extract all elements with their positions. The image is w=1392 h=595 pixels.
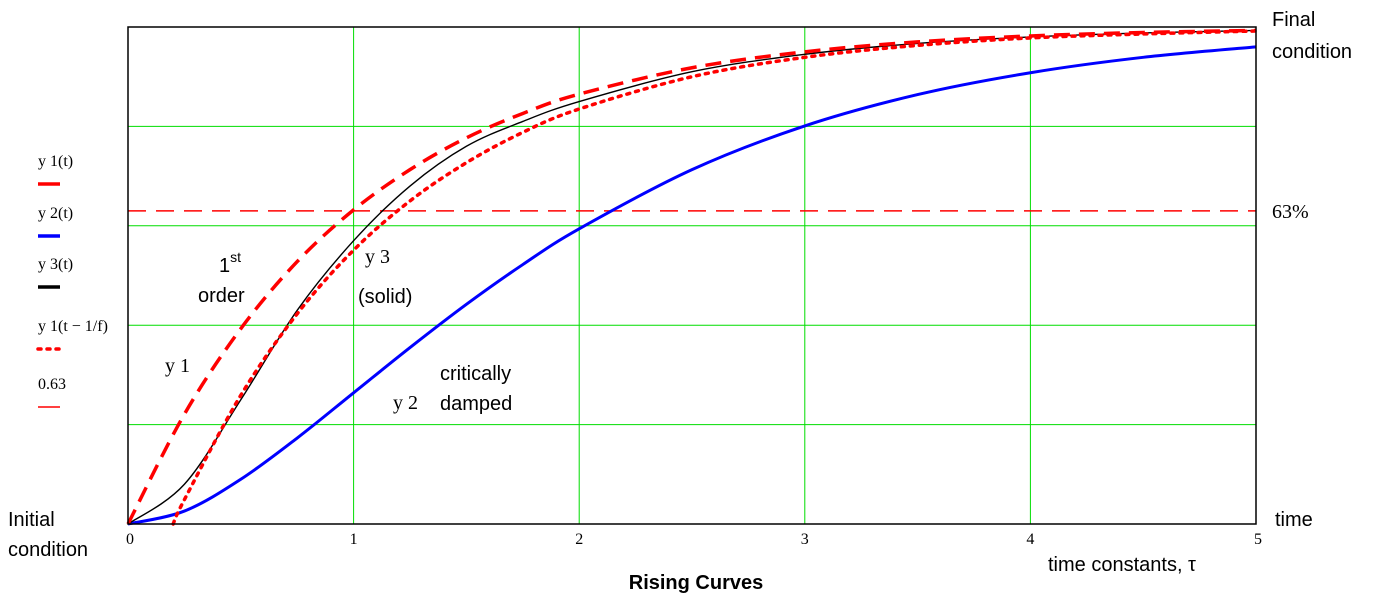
series-layer [126,28,1258,526]
x-tick-label: 2 [575,531,583,548]
x-tick-label: 0 [126,531,134,548]
annotation-first-order-number: 1st [219,249,241,277]
legend-label: y 3(t) [38,256,73,273]
legend-label: y 1(t) [38,153,73,170]
annotation-y2: y 2 [393,392,418,414]
legend-label: y 2(t) [38,205,73,222]
x-axis-label: time constants, τ [1048,554,1196,576]
series-line-2 [127,45,1257,526]
final-condition-label-1: Final [1272,9,1315,31]
chart-title: Rising Curves [629,572,763,594]
annotation-y3-note: (solid) [358,286,412,308]
series-line-3 [127,29,1257,525]
x-tick-labels: 0 1 2 3 4 5 [126,531,1262,548]
reference-63-label: 63% [1272,201,1309,223]
x-tick-label: 4 [1026,531,1034,548]
initial-condition-label-2: condition [8,539,88,561]
legend-label: y 1(t − 1/f) [38,318,108,335]
annotation-y1: y 1 [165,355,190,377]
x-tick-label: 3 [801,531,809,548]
annotation-y2-note-2: damped [440,393,512,415]
x-tick-label: 1 [350,531,358,548]
grid-lines [128,27,1256,524]
annotation-y2-note-1: critically [440,363,511,385]
legend: y 1(t) y 2(t) y 3(t) y 1(t − 1/f) 0.63 [36,153,108,408]
x-tick-label: 5 [1254,531,1262,548]
legend-label: 0.63 [38,376,66,393]
time-label: time [1275,509,1313,531]
series-line-4 [171,29,1258,526]
initial-condition-label-1: Initial [8,509,55,531]
plot-frame [127,26,1257,525]
annotation-y3: y 3 [365,246,390,268]
series-line-1 [126,28,1257,525]
final-condition-label-2: condition [1272,41,1352,63]
annotation-first-order-word: order [198,285,245,307]
